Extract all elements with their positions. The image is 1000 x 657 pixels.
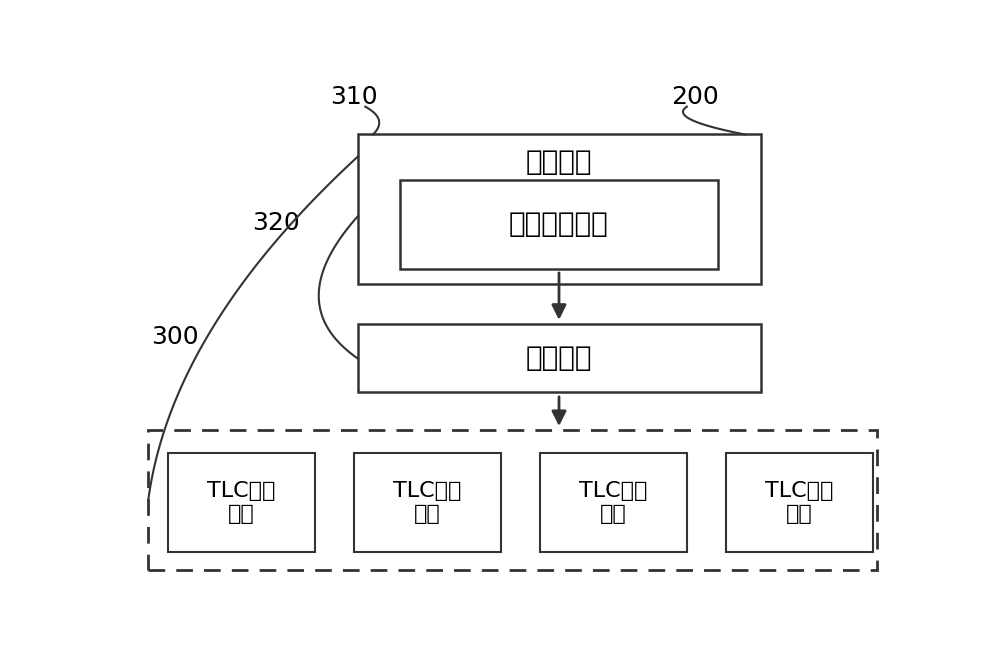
Text: 动态存储装置: 动态存储装置: [509, 210, 609, 238]
FancyBboxPatch shape: [148, 430, 877, 570]
FancyBboxPatch shape: [168, 453, 315, 552]
Text: TLC缓存
颗粒: TLC缓存 颗粒: [393, 481, 461, 524]
Text: TLC缓存
颗粒: TLC缓存 颗粒: [765, 481, 833, 524]
FancyBboxPatch shape: [540, 453, 687, 552]
Text: TLC缓存
颗粒: TLC缓存 颗粒: [207, 481, 275, 524]
Text: 主控单元: 主控单元: [526, 148, 592, 176]
FancyBboxPatch shape: [358, 135, 761, 284]
Text: 300: 300: [152, 325, 199, 349]
Text: TLC缓存
颗粒: TLC缓存 颗粒: [579, 481, 647, 524]
Text: 320: 320: [252, 211, 300, 235]
FancyBboxPatch shape: [400, 180, 718, 269]
Text: 缓存单元: 缓存单元: [526, 344, 592, 373]
FancyBboxPatch shape: [726, 453, 873, 552]
Text: 200: 200: [671, 85, 718, 108]
FancyBboxPatch shape: [354, 453, 501, 552]
Text: 310: 310: [330, 85, 377, 108]
FancyBboxPatch shape: [358, 324, 761, 392]
